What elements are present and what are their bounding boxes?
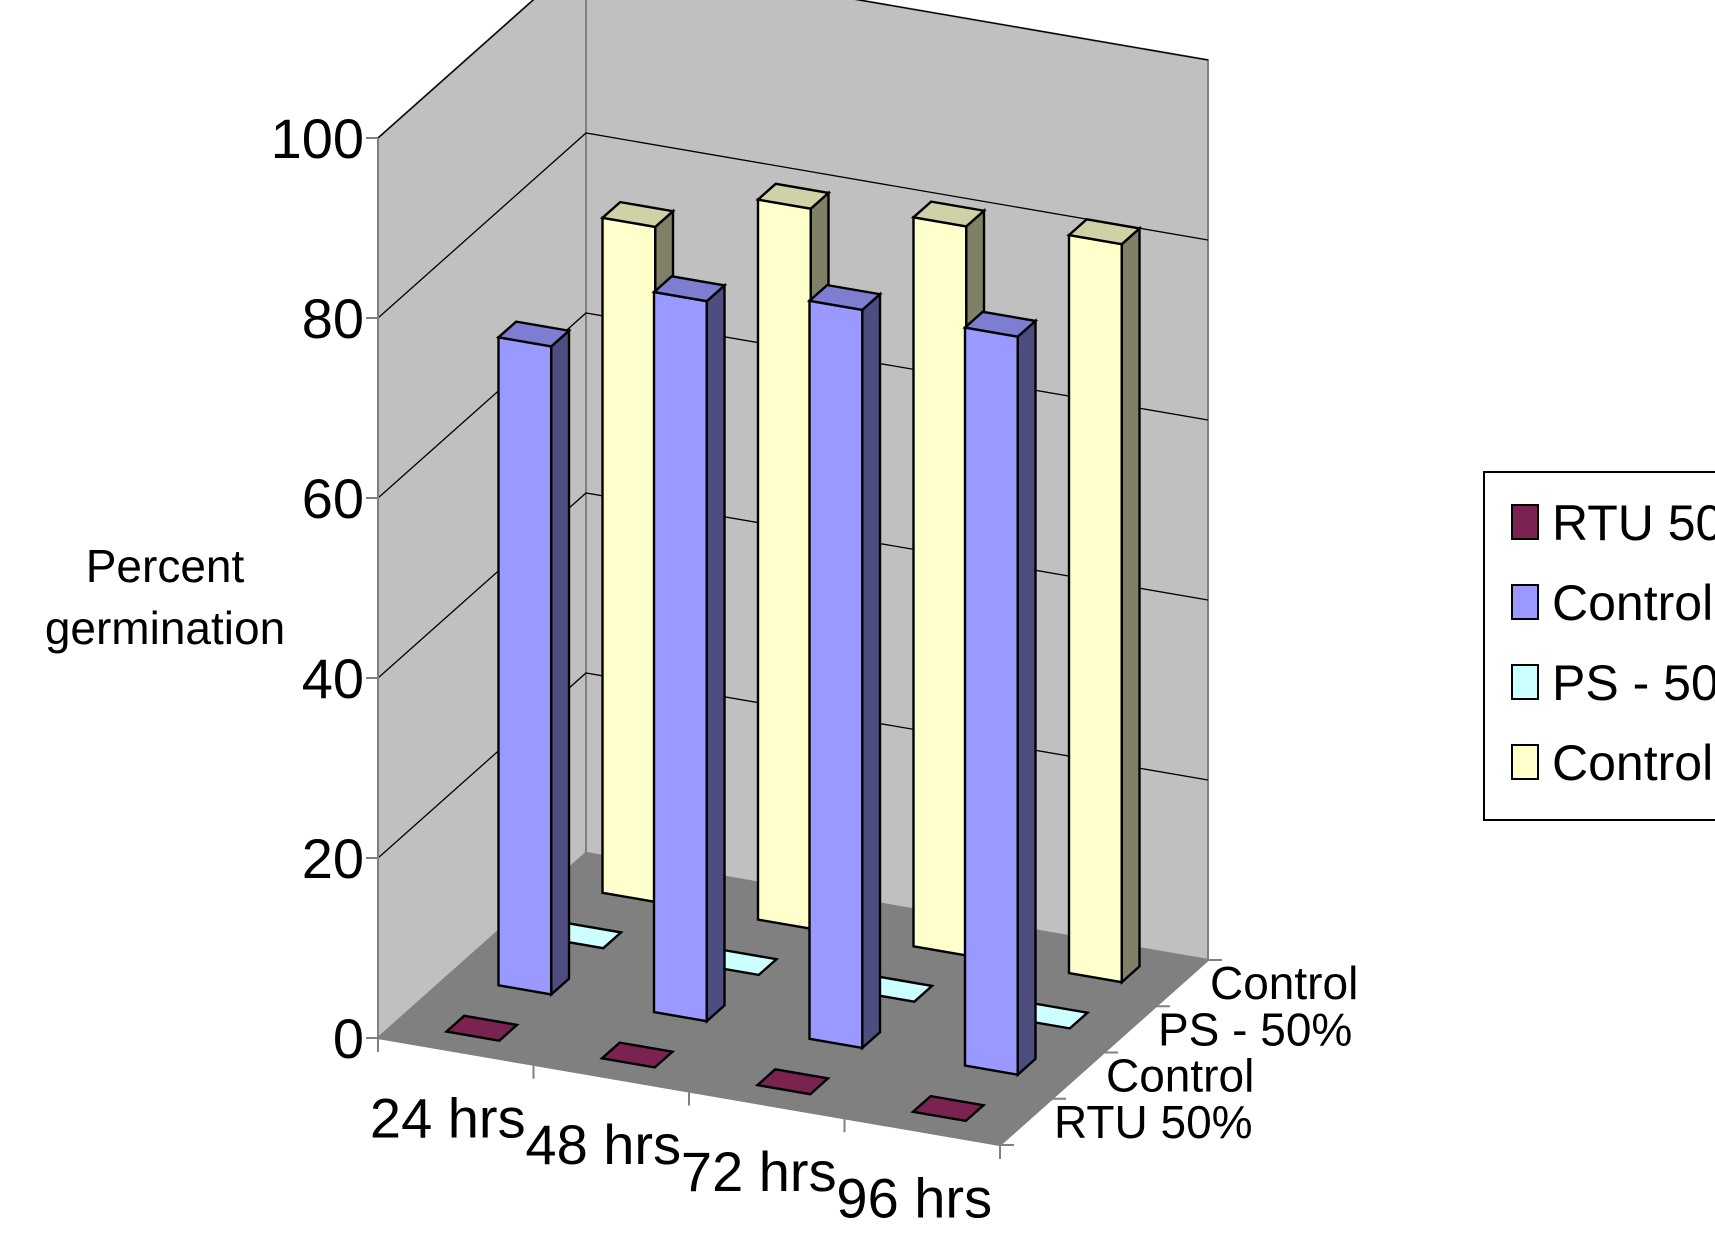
legend-swatch [1511, 664, 1539, 700]
bar-side-face [550, 328, 571, 998]
bar [910, 1094, 987, 1123]
x-tick-label: 48 hrs [525, 1113, 681, 1176]
bar-side-face [1016, 318, 1037, 1078]
y-tick-label: 0 [333, 1007, 364, 1070]
depth-tick-label: Control [1210, 957, 1358, 1009]
y-tick-label: 60 [302, 467, 364, 530]
bar-top-face [1066, 218, 1143, 246]
bar [599, 1041, 676, 1069]
y-tick-label: 100 [271, 107, 364, 170]
x-tick-label: 96 hrs [836, 1167, 992, 1230]
axes: 0 20 40 60 80 100 24 hrs 48 hrs 72 hrs 96 hrs RTU … [271, 107, 1359, 1230]
bar-top-face [806, 283, 883, 312]
bar-base [443, 1014, 520, 1042]
y-axis-label-line-1: Percent [86, 540, 245, 592]
depth-tick-label: RTU 50% [1054, 1096, 1253, 1148]
y-tick-label: 80 [302, 287, 364, 350]
bar-front-face [963, 326, 1019, 1077]
bar-side-face [1120, 225, 1141, 985]
bar-front-face [756, 198, 812, 931]
bars [443, 182, 1143, 1123]
bar-front-face [912, 215, 968, 957]
bar-top-face [962, 310, 1039, 338]
bar-base [910, 1094, 987, 1123]
axis-labels: Percent germination [45, 540, 285, 654]
y-tick-label: 20 [302, 827, 364, 890]
bar [651, 275, 728, 1024]
bar-side-face [705, 282, 726, 1024]
bar-top-face [599, 200, 676, 229]
legend: RTU 50% Control PS - 50% Control [1483, 471, 1715, 821]
legend-label: PS - 50% [1552, 655, 1715, 711]
legend-label: Control [1552, 575, 1713, 631]
bar [495, 320, 572, 998]
bar-side-face [861, 291, 882, 1051]
bar [443, 1014, 520, 1042]
bar-base [754, 1068, 831, 1096]
x-tick-label: 24 hrs [370, 1086, 526, 1149]
bar-top-face [651, 275, 728, 303]
bar [806, 283, 883, 1051]
bar [962, 310, 1039, 1078]
depth-tick-label: Control [1106, 1050, 1254, 1102]
legend-label: RTU 50% [1552, 495, 1715, 551]
legend-label: Control [1552, 735, 1713, 791]
legend-swatch [1511, 584, 1539, 620]
x-tick-label: 72 hrs [681, 1140, 837, 1203]
bar-front-face [601, 216, 657, 904]
y-axis-label-line-2: germination [45, 602, 285, 654]
bar-front-face [1067, 233, 1124, 984]
bar [1066, 218, 1143, 985]
legend-swatch [1511, 744, 1539, 780]
bar-top-face [755, 182, 832, 210]
bar-top-face [910, 200, 987, 228]
legend-swatch [1511, 504, 1539, 540]
bar-front-face [652, 290, 708, 1023]
depth-tick-label: PS - 50% [1158, 1003, 1352, 1055]
y-tick-label: 40 [302, 647, 364, 710]
bar-front-face [808, 299, 864, 1050]
bar-base [599, 1041, 676, 1069]
gridline-100 [377, 0, 1209, 139]
bar [754, 1068, 831, 1096]
gridline-80 [377, 132, 1209, 319]
bar-top-face [495, 320, 572, 348]
bar-front-face [497, 335, 553, 996]
